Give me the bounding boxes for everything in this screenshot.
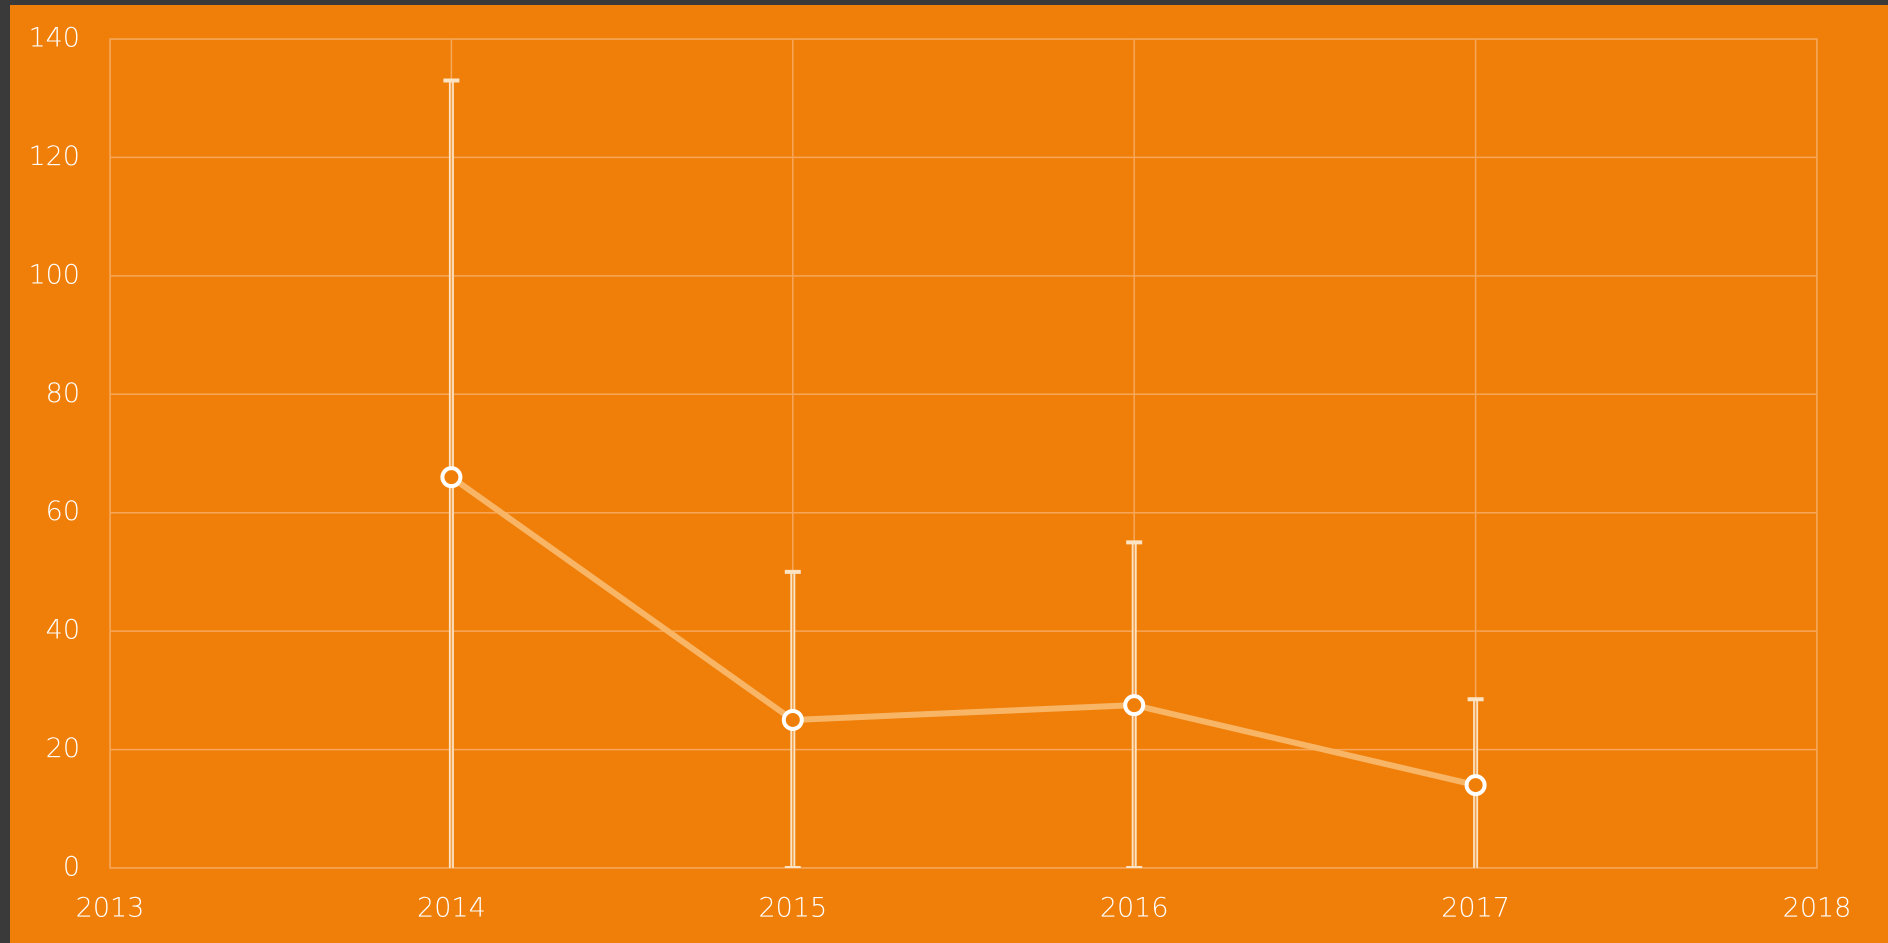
y-tick-label: 120: [28, 141, 80, 172]
y-tick-label: 80: [46, 378, 80, 409]
series-line: [449, 474, 1477, 789]
x-tick-label: 2015: [758, 893, 827, 924]
y-tick-label: 20: [46, 733, 80, 764]
y-tick-label: 40: [46, 615, 80, 646]
x-tick-label: 2014: [417, 893, 486, 924]
x-tick-label: 2013: [76, 893, 145, 924]
x-tick-label: 2017: [1441, 893, 1510, 924]
chart-background: [10, 5, 1888, 943]
plot-area: [110, 39, 1817, 868]
y-tick-label: 140: [28, 23, 80, 54]
data-point: [1123, 694, 1146, 717]
x-tick-label: 2018: [1783, 893, 1852, 924]
x-tick-label: 2016: [1100, 893, 1169, 924]
y-tick-label: 100: [28, 259, 80, 290]
y-tick-label: 0: [63, 852, 80, 883]
data-point: [440, 466, 463, 489]
data-point: [1464, 774, 1487, 797]
y-tick-label: 60: [46, 496, 80, 527]
data-point: [781, 708, 804, 731]
